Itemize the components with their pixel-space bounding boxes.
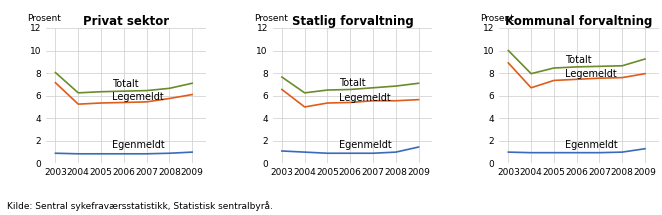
Text: Kilde: Sentral sykefraværsstatistikk, Statistisk sentralbyrå.: Kilde: Sentral sykefraværsstatistikk, St… — [7, 201, 273, 211]
Title: Statlig forvaltning: Statlig forvaltning — [292, 15, 413, 28]
Text: Prosent: Prosent — [254, 14, 287, 23]
Text: Legemeldt: Legemeldt — [113, 92, 164, 102]
Text: Legemeldt: Legemeldt — [339, 93, 391, 103]
Text: Prosent: Prosent — [480, 14, 514, 23]
Title: Privat sektor: Privat sektor — [83, 15, 169, 28]
Text: Egenmeldt: Egenmeldt — [113, 140, 165, 150]
Text: Legemeldt: Legemeldt — [565, 69, 617, 79]
Text: Totalt: Totalt — [565, 55, 592, 65]
Text: Egenmeldt: Egenmeldt — [339, 140, 392, 150]
Title: Kommunal forvaltning: Kommunal forvaltning — [505, 15, 653, 28]
Text: Prosent: Prosent — [27, 14, 61, 23]
Text: Totalt: Totalt — [113, 79, 139, 89]
Text: Totalt: Totalt — [339, 78, 365, 88]
Text: Egenmeldt: Egenmeldt — [565, 140, 618, 150]
